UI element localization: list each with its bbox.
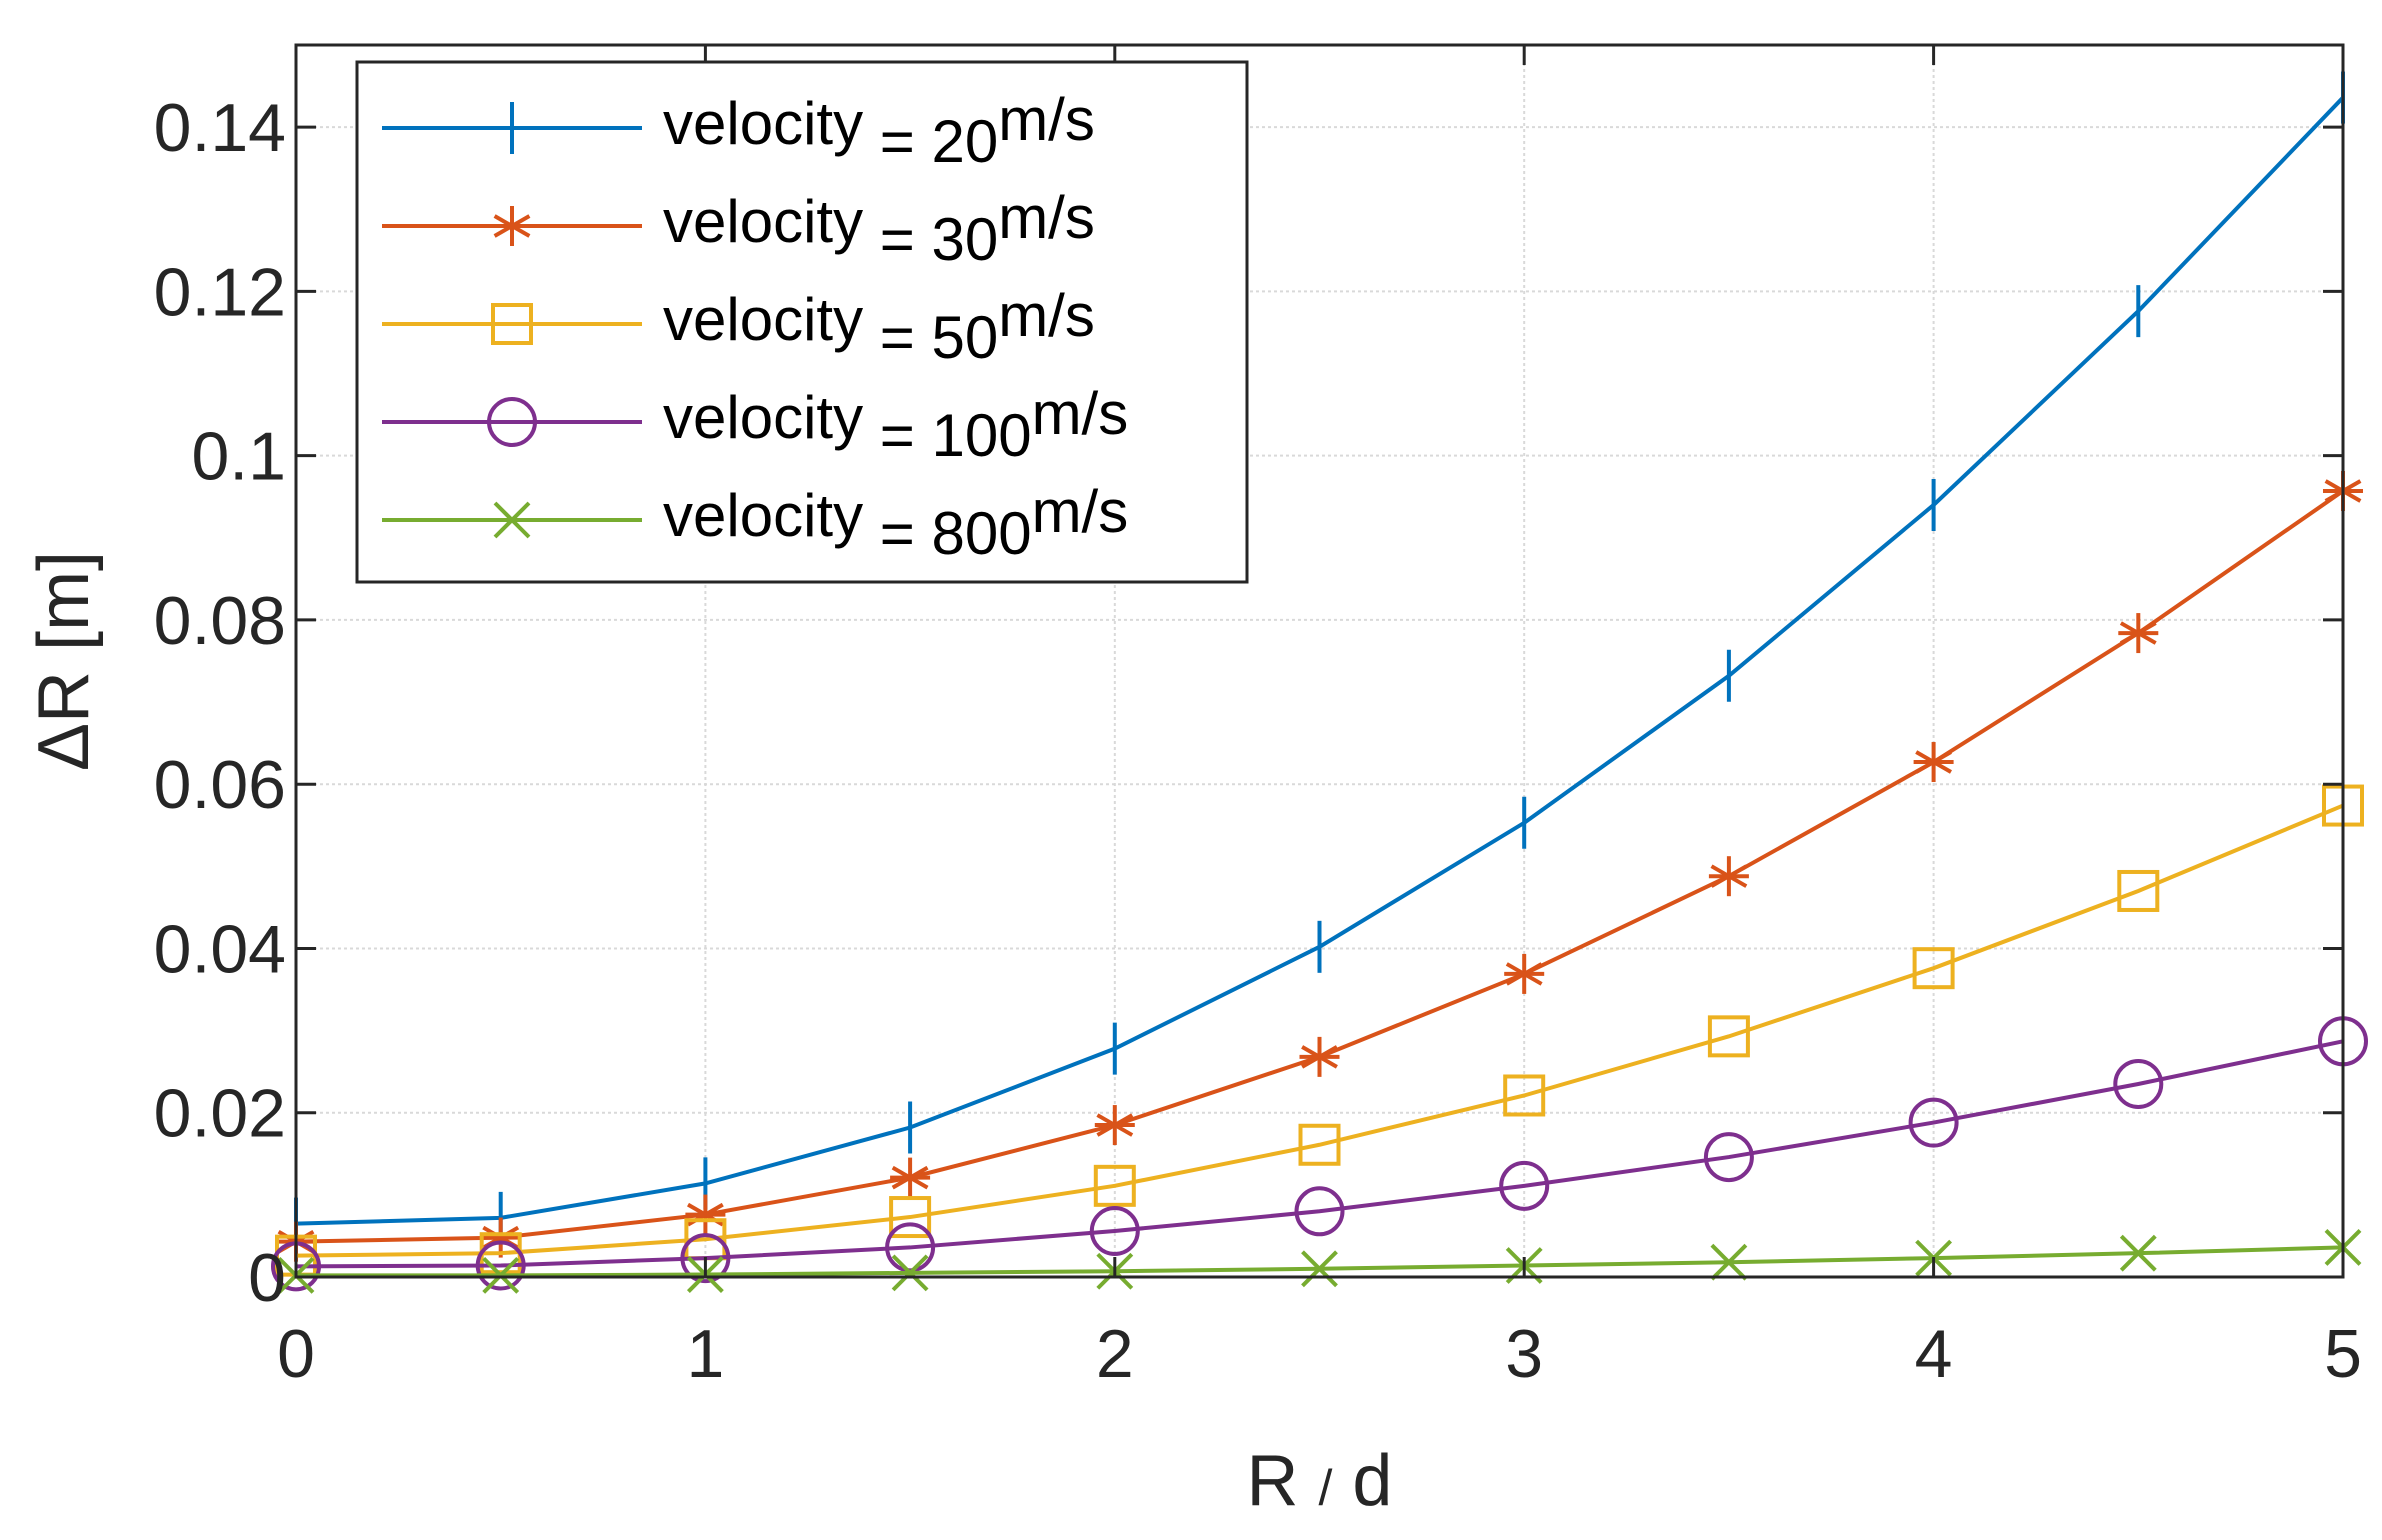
series-layer	[271, 71, 2368, 1294]
data-point-marker	[2113, 1058, 2164, 1109]
y-tick-label: 0.06	[154, 747, 286, 823]
x-stroke	[1301, 1250, 1338, 1288]
legend-label-value: = 20	[880, 108, 998, 175]
x-axis-label: R / d	[1247, 1441, 1393, 1521]
x-tick-label: 2	[1096, 1316, 1134, 1392]
x-stroke	[1710, 1243, 1748, 1281]
data-point-marker	[1094, 1105, 1135, 1146]
data-point-marker	[1908, 1097, 1959, 1148]
data-point-marker	[1301, 1250, 1338, 1288]
data-point-marker	[891, 1254, 929, 1292]
y-tick-label: 0.14	[154, 90, 286, 166]
legend-label-unit: m/s	[998, 282, 1095, 349]
legend-entry: velocity = 30m/s	[382, 184, 1095, 273]
series-1	[294, 71, 2345, 1250]
data-point-marker	[475, 1240, 526, 1291]
legend-label: velocity = 100m/s	[663, 380, 1128, 469]
legend-label-value: = 800	[880, 500, 1032, 567]
data-point-marker	[1294, 1186, 1345, 1237]
legend-label-prefix: velocity	[663, 286, 880, 353]
series-line	[295, 803, 2344, 1258]
y-tick-label: 0.08	[154, 583, 286, 659]
x-tick-label: 0	[277, 1316, 315, 1392]
x-stroke	[891, 1254, 929, 1292]
legend-label-prefix: velocity	[663, 482, 880, 549]
y-tick-label: 0.04	[154, 911, 286, 987]
data-point-marker	[889, 1196, 932, 1239]
data-point-marker	[491, 303, 533, 345]
data-point-marker	[482, 1256, 520, 1294]
data-point-marker	[1298, 1123, 1341, 1166]
data-point-marker	[1708, 856, 1749, 897]
data-point-marker	[492, 206, 532, 246]
legend-label-value: = 50	[880, 304, 998, 371]
x-stroke	[493, 501, 531, 539]
data-point-marker	[1707, 1015, 1750, 1058]
legend-entry: velocity = 20m/s	[382, 86, 1095, 175]
y-tick-label: 0	[248, 1240, 286, 1316]
legend-label: velocity = 30m/s	[663, 184, 1095, 273]
data-point-marker	[1089, 1206, 1140, 1257]
legend-label-value: = 100	[880, 402, 1032, 469]
x-axis-label-part: /	[1319, 1460, 1333, 1516]
series-4	[271, 1016, 2368, 1292]
legend-entry: velocity = 50m/s	[382, 282, 1095, 371]
data-point-marker	[1499, 1160, 1550, 1211]
data-point-marker	[680, 1233, 731, 1284]
x-tick-label: 1	[686, 1316, 724, 1392]
x-tick-label: 5	[2324, 1316, 2362, 1392]
data-point-marker	[1703, 1132, 1754, 1183]
x-stroke	[482, 1256, 520, 1294]
legend-label: velocity = 20m/s	[663, 86, 1095, 175]
data-point-marker	[487, 397, 537, 447]
axes: 0 1 2 3 4 5 0 0.02 0.04 0.06 0.08 0.1 0.12 0.14 R / d Δ…	[24, 43, 2362, 1521]
legend-label-unit: m/s	[998, 86, 1095, 153]
x-stroke	[2119, 1234, 2157, 1272]
legend-label-prefix: velocity	[663, 384, 880, 451]
data-point-marker	[1913, 742, 1954, 783]
legend-entry: velocity = 800m/s	[382, 478, 1128, 567]
legend-label-prefix: velocity	[663, 90, 880, 157]
data-point-marker	[2118, 613, 2159, 654]
x-axis-label-part: d	[1332, 1441, 1392, 1521]
legend-entry: velocity = 100m/s	[382, 380, 1128, 469]
data-point-marker	[1503, 1074, 1546, 1117]
y-tick-label: 0.1	[191, 419, 286, 495]
series-3	[275, 784, 2364, 1277]
data-point-marker	[1299, 1036, 1340, 1077]
y-axis-label: ΔR [m]	[24, 551, 104, 771]
data-point-marker	[1093, 1164, 1136, 1207]
axes-box	[294, 43, 2345, 1279]
series-line	[295, 1039, 2344, 1269]
data-point-marker	[1912, 947, 1955, 990]
data-point-marker	[493, 501, 531, 539]
data-point-marker	[1710, 1243, 1748, 1281]
data-point-marker	[2117, 869, 2160, 912]
legend-label-prefix: velocity	[663, 188, 880, 255]
y-tick-label: 0.02	[154, 1076, 286, 1152]
legend-label-value: = 30	[880, 206, 998, 273]
data-point-marker	[1504, 953, 1545, 994]
data-point-marker	[890, 1157, 931, 1198]
legend-label-unit: m/s	[1032, 380, 1129, 447]
legend-label: velocity = 50m/s	[663, 282, 1095, 371]
y-tick-label: 0.12	[154, 254, 286, 330]
legend-label: velocity = 800m/s	[663, 478, 1128, 567]
x-tick-label: 4	[1915, 1316, 1953, 1392]
x-axis-label-part: R	[1247, 1441, 1319, 1521]
legend-label-unit: m/s	[998, 184, 1095, 251]
x-tick-label: 3	[1505, 1316, 1543, 1392]
legend-label-unit: m/s	[1032, 478, 1129, 545]
data-point-marker	[2119, 1234, 2157, 1272]
